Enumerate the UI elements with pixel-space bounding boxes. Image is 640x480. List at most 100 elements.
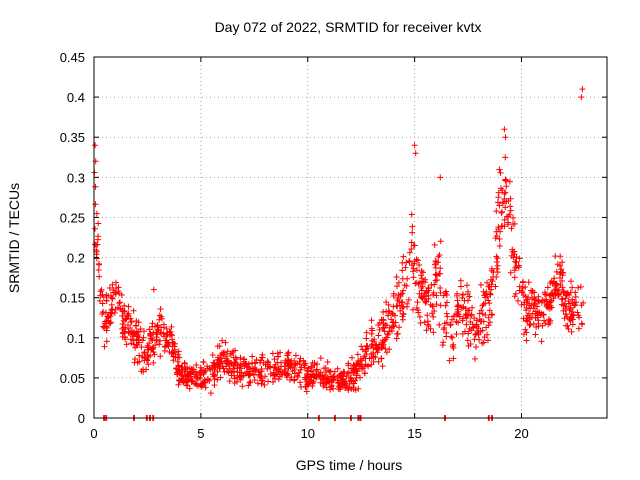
data-point	[157, 337, 164, 344]
data-point	[148, 345, 155, 352]
data-point	[370, 353, 377, 360]
data-point	[150, 329, 157, 336]
data-point	[453, 292, 460, 299]
data-point	[344, 370, 351, 377]
x-tick-label: 0	[90, 426, 97, 441]
data-point	[148, 335, 155, 342]
data-point	[162, 337, 169, 344]
data-point	[368, 361, 375, 368]
data-point	[370, 350, 377, 357]
data-point	[277, 368, 284, 375]
data-point	[552, 253, 559, 260]
data-point	[501, 126, 508, 133]
data-point	[265, 359, 272, 366]
data-point	[450, 341, 457, 348]
data-point	[409, 229, 416, 236]
data-point	[285, 349, 292, 356]
data-point	[259, 351, 266, 358]
data-point	[313, 374, 320, 381]
data-point	[174, 354, 181, 361]
data-point	[412, 150, 419, 157]
data-point	[440, 326, 447, 333]
data-point	[289, 361, 296, 368]
data-point	[234, 378, 241, 385]
data-point	[475, 331, 482, 338]
data-point	[217, 352, 224, 359]
data-point	[239, 383, 246, 390]
data-point	[109, 281, 116, 288]
data-point	[503, 198, 510, 205]
data-point	[534, 303, 541, 310]
data-point	[324, 358, 331, 365]
data-point	[502, 204, 509, 211]
data-point	[564, 313, 571, 320]
data-point	[350, 380, 357, 387]
data-point	[443, 292, 450, 299]
data-point	[162, 344, 169, 351]
data-point	[178, 364, 185, 371]
x-tick-label: 20	[514, 426, 528, 441]
data-point	[501, 190, 508, 197]
data-point	[408, 211, 415, 218]
data-point	[345, 387, 352, 394]
data-point	[440, 339, 447, 346]
data-point	[443, 288, 450, 295]
data-point	[403, 282, 410, 289]
data-point	[459, 304, 466, 311]
data-point	[522, 326, 529, 333]
data-point	[531, 300, 538, 307]
data-point	[510, 214, 517, 221]
data-point	[473, 317, 480, 324]
data-point	[405, 296, 412, 303]
data-point	[487, 291, 494, 298]
data-point	[466, 293, 473, 300]
data-point	[523, 337, 530, 344]
y-axis-title: SRMTID / TECUs	[6, 183, 22, 293]
data-point	[443, 310, 450, 317]
data-point	[543, 302, 550, 309]
data-point	[249, 353, 256, 360]
data-point	[559, 296, 566, 303]
data-point	[418, 287, 425, 294]
data-point	[347, 376, 354, 383]
data-point	[319, 372, 326, 379]
data-point	[206, 377, 213, 384]
data-point	[390, 292, 397, 299]
data-point	[131, 359, 138, 366]
data-point	[100, 309, 107, 316]
data-point	[254, 380, 261, 387]
data-point	[423, 327, 430, 334]
data-point	[569, 321, 576, 328]
data-point	[564, 322, 571, 329]
data-point	[499, 208, 506, 215]
y-tick-label: 0.15	[60, 291, 85, 306]
data-point	[136, 358, 143, 365]
data-point	[462, 312, 469, 319]
data-point	[358, 343, 365, 350]
data-point	[553, 268, 560, 275]
data-point	[430, 313, 437, 320]
data-point	[476, 336, 483, 343]
data-point	[429, 310, 436, 317]
data-point	[383, 349, 390, 356]
data-point	[177, 377, 184, 384]
data-point	[397, 291, 404, 298]
data-point	[560, 269, 567, 276]
data-point	[532, 331, 539, 338]
data-point	[156, 312, 163, 319]
data-point	[124, 322, 131, 329]
data-point	[454, 297, 461, 304]
data-point	[96, 297, 103, 304]
data-point	[477, 318, 484, 325]
data-point	[119, 312, 126, 319]
data-point	[103, 338, 110, 345]
data-point	[183, 382, 190, 389]
data-point	[103, 323, 110, 330]
data-point	[217, 359, 224, 366]
data-point	[127, 336, 134, 343]
data-point	[375, 322, 382, 329]
data-point	[168, 323, 175, 330]
data-point	[395, 279, 402, 286]
data-point	[410, 242, 417, 249]
data-point	[488, 265, 495, 272]
